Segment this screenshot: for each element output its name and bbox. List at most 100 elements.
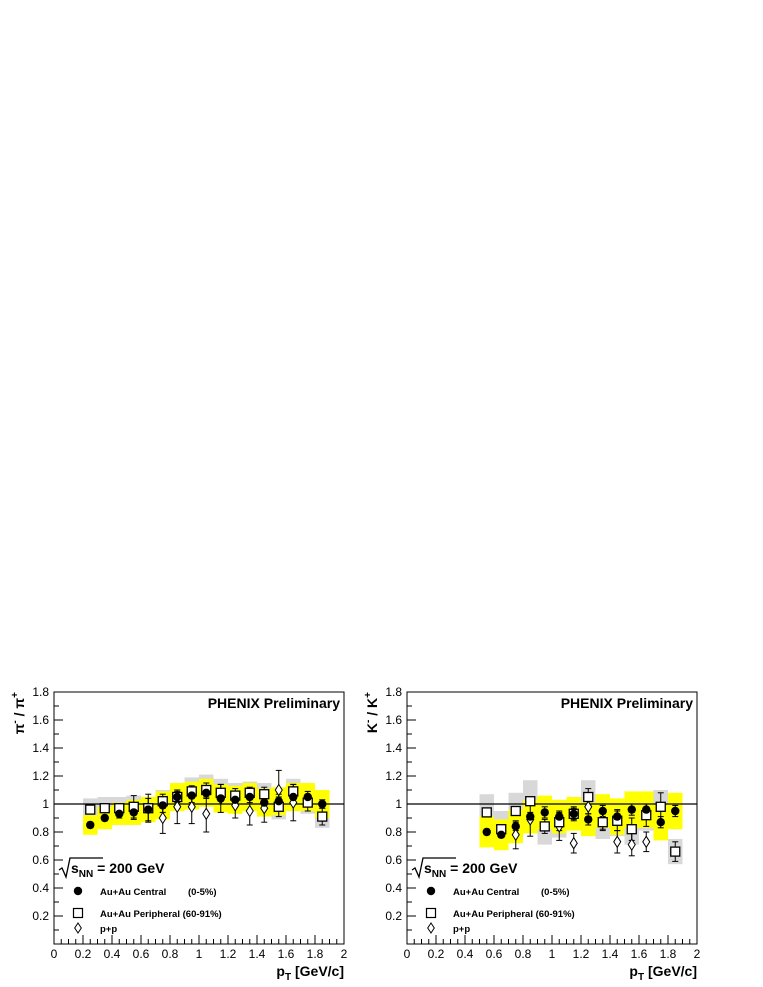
chart-panel-2: 0.2 0.4 0.6 0.8 1 1.2 1.4 1.6 1.8 0 0.2 0.4 0.6 0.8 1 1… [363, 685, 701, 983]
central-point [569, 809, 578, 818]
central-point [231, 795, 240, 804]
x-tick-label: 0.2 [428, 947, 445, 961]
central-point [115, 809, 124, 818]
peripheral-point [626, 824, 637, 835]
x-tick-label: 0.4 [104, 947, 121, 961]
y-tick-label: 1.8 [32, 685, 49, 699]
y-tick-label: 1.8 [385, 685, 402, 699]
y-tick-label: 1.4 [385, 741, 402, 755]
central-point [86, 820, 95, 830]
y-tick-label: 1.4 [32, 741, 49, 755]
x-tick-label: 1 [549, 947, 556, 961]
central-point [555, 812, 564, 821]
central-point [216, 794, 225, 803]
central-point [671, 806, 680, 816]
legend-open-diamond-icon [74, 922, 82, 934]
x-tick-label: 1.8 [307, 947, 324, 961]
pp-point [245, 804, 254, 818]
y-tick-label: 1 [395, 797, 402, 811]
y-tick-label: 1 [42, 797, 49, 811]
x-tick-label: 1.6 [278, 947, 295, 961]
y-tick-label: 1.2 [385, 769, 402, 783]
y-tick-label: 0.2 [32, 909, 49, 923]
chart-panel-1: 0.2 0.4 0.6 0.8 1 1.2 1.4 1.6 1.8 0 0.2 0.4 0.6 0.8 1 1… [10, 685, 348, 983]
y-tick-label: 0.8 [385, 825, 402, 839]
peripheral-point [525, 796, 536, 807]
y-axis-label: π- / π+ [10, 692, 27, 734]
central-point [274, 797, 283, 806]
x-tick-label: 1.2 [220, 947, 237, 961]
sqrt-sign [411, 857, 456, 880]
legend-label: p+p [100, 924, 117, 935]
pp-point [274, 783, 283, 797]
legend-label: Au+Au Peripheral (60-91%) [100, 909, 222, 920]
central-point [497, 830, 506, 839]
y-axis-label: K- / K+ [363, 692, 380, 733]
x-tick-label: 0 [404, 947, 411, 961]
x-tick-label: 0.8 [515, 947, 532, 961]
pp-point [627, 838, 636, 852]
central-point [173, 792, 182, 802]
central-point [289, 792, 298, 802]
legend-extra: (0-5%) [188, 887, 217, 898]
x-tick-label: 1 [196, 947, 203, 961]
x-tick-label: 0.8 [162, 947, 179, 961]
central-point [318, 799, 327, 809]
pp-point [584, 800, 593, 814]
legend-filled-circle-icon [426, 886, 436, 896]
central-point [526, 812, 535, 821]
chart-title: PHENIX Preliminary [561, 695, 693, 711]
energy-label: sNN = 200 GeV [71, 860, 165, 880]
pp-point [613, 835, 622, 849]
peripheral-point [85, 804, 96, 815]
x-axis-label: pT [GeV/c] [276, 963, 344, 983]
peripheral-point [539, 821, 550, 832]
legend-label: p+p [453, 924, 470, 935]
central-point [202, 788, 211, 797]
peripheral-point [597, 817, 608, 828]
x-tick-label: 1.4 [249, 947, 266, 961]
x-tick-label: 0.6 [486, 947, 503, 961]
central-point [158, 801, 167, 810]
legend-open-diamond-icon [427, 922, 435, 934]
y-tick-label: 0.4 [32, 881, 49, 895]
peripheral-point [99, 803, 110, 814]
x-tick-label: 0.6 [133, 947, 150, 961]
central-point [187, 791, 196, 800]
central-point [656, 818, 665, 827]
pp-point [202, 807, 211, 821]
pp-point [187, 800, 196, 814]
chart-title: PHENIX Preliminary [208, 695, 340, 711]
y-tick-label: 0.6 [385, 853, 402, 867]
legend-open-square-icon [425, 907, 437, 919]
central-point [642, 805, 651, 814]
peripheral-point [259, 789, 270, 800]
y-tick-label: 0.2 [385, 909, 402, 923]
x-tick-label: 1.8 [660, 947, 677, 961]
peripheral-point [583, 791, 594, 803]
y-tick-label: 1.2 [32, 769, 49, 783]
central-point [245, 792, 254, 802]
peripheral-point [655, 801, 666, 812]
pp-point [642, 835, 651, 849]
pp-point [158, 811, 167, 825]
x-tick-label: 1.6 [631, 947, 648, 961]
peripheral-point [510, 805, 521, 817]
x-tick-label: 2 [341, 947, 348, 961]
central-point [144, 805, 153, 814]
central-point [511, 822, 520, 831]
central-point [613, 812, 622, 821]
pp-point [569, 836, 578, 850]
y-tick-label: 0.6 [32, 853, 49, 867]
y-tick-label: 1.6 [385, 713, 402, 727]
x-tick-label: 2 [694, 947, 701, 961]
y-tick-label: 0.8 [32, 825, 49, 839]
peripheral-point [317, 811, 328, 822]
legend-label: Au+Au Central [453, 887, 519, 898]
central-point [303, 792, 312, 802]
central-point [627, 805, 636, 814]
x-tick-label: 0.4 [457, 947, 474, 961]
legend-open-square-icon [72, 907, 84, 919]
peripheral-point [481, 807, 492, 818]
pp-point [511, 828, 520, 842]
